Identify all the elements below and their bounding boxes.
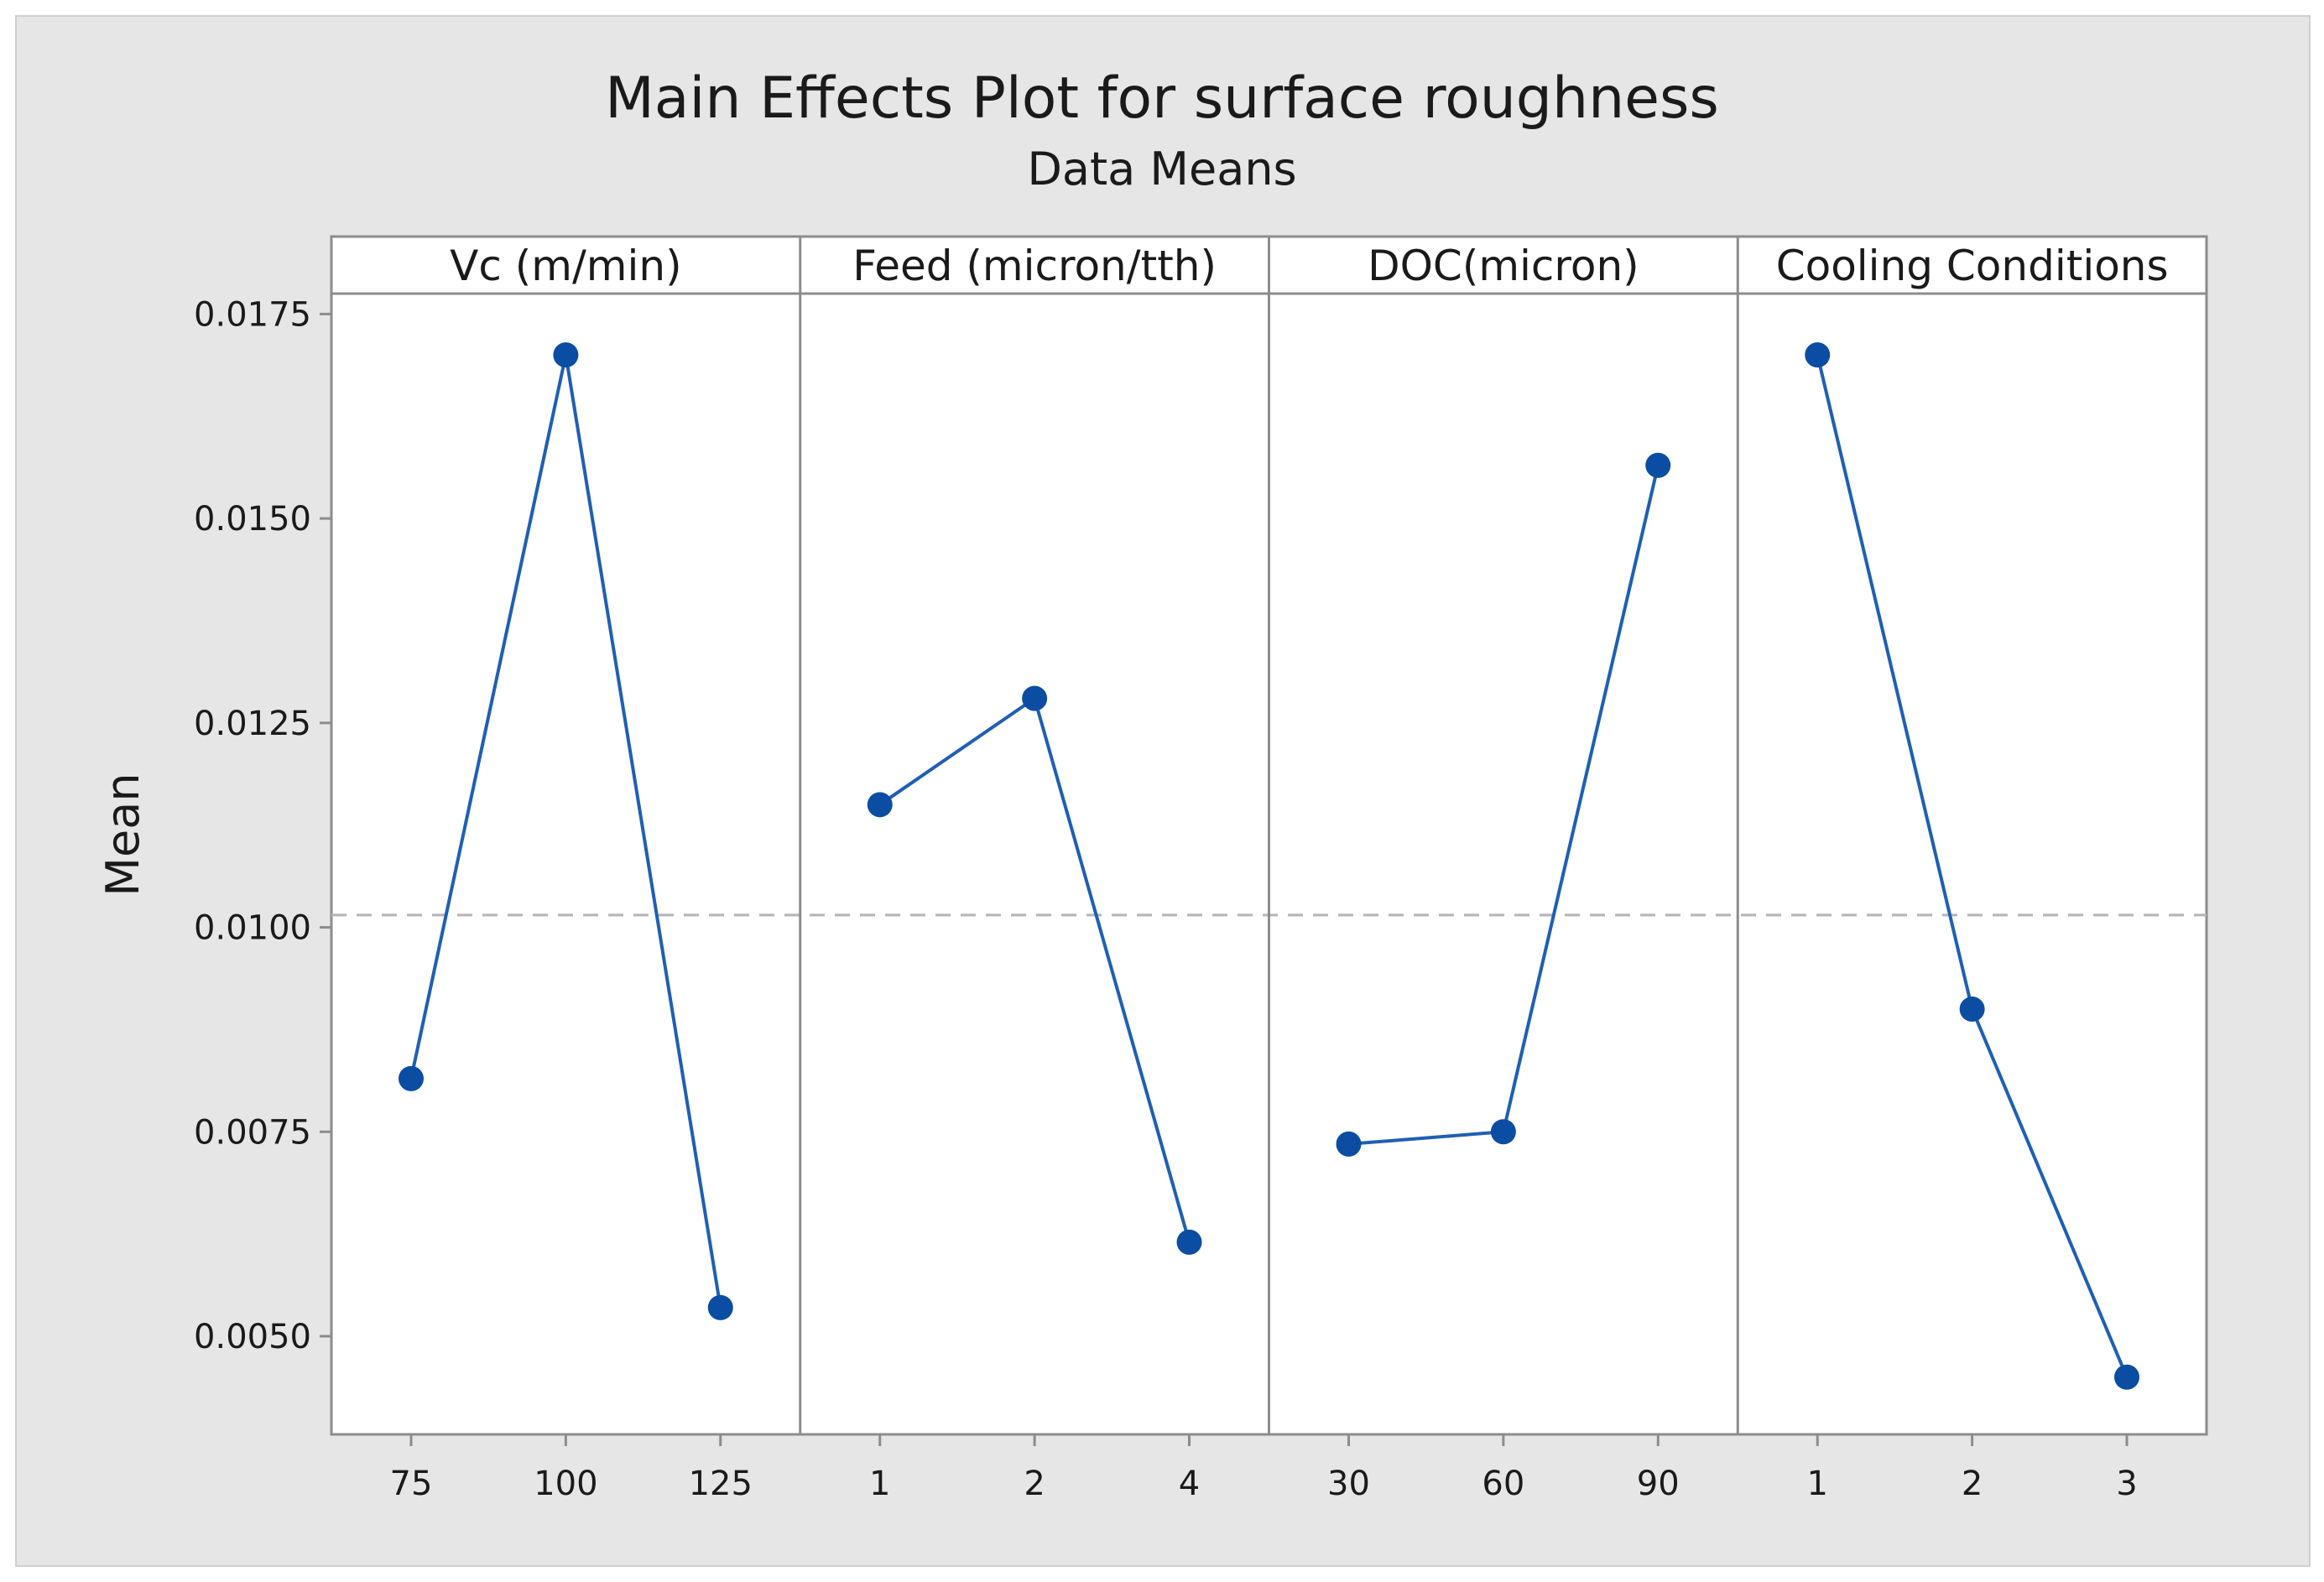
y-tick-label: 0.0050 [194, 1318, 311, 1356]
panel-title: Feed (micron/tth) [852, 242, 1217, 290]
x-tick-label: 2 [1962, 1465, 1983, 1503]
y-axis-label: Mean [96, 773, 149, 896]
x-tick-label: 30 [1327, 1465, 1370, 1503]
x-tick-label: 1 [869, 1465, 890, 1503]
panel-title: Vc (m/min) [450, 242, 681, 290]
x-tick-label: 4 [1179, 1465, 1200, 1503]
x-tick-label: 2 [1024, 1465, 1045, 1503]
x-tick-label: 125 [689, 1465, 753, 1503]
plot-layer: 0.0050 0.0075 0.0100 0.0125 0.0150 0.0175 Vc (… [194, 235, 2208, 1503]
x-tick-label: 75 [390, 1465, 433, 1503]
data-point [1645, 452, 1671, 478]
y-tick-label: 0.0125 [194, 705, 311, 743]
data-point [2114, 1364, 2139, 1390]
y-tick-label: 0.0075 [194, 1113, 311, 1152]
data-point [1490, 1119, 1516, 1145]
panel-title: Cooling Conditions [1776, 242, 2169, 290]
data-point [553, 342, 579, 368]
x-tick-label: 1 [1807, 1465, 1828, 1503]
y-tick-label: 0.0150 [194, 500, 311, 539]
data-point [707, 1294, 733, 1320]
chart-subtitle: Data Means [1027, 143, 1296, 195]
panel-title: DOC(micron) [1368, 242, 1639, 290]
x-tick-label: 90 [1637, 1465, 1680, 1503]
y-tick-label: 0.0175 [194, 295, 311, 334]
data-point [1336, 1131, 1362, 1157]
data-point [1959, 997, 1985, 1023]
x-tick-label: 60 [1482, 1465, 1524, 1503]
chart-title: Main Effects Plot for surface roughness [605, 65, 1719, 132]
data-point [399, 1065, 424, 1091]
data-point [1022, 685, 1048, 711]
data-point [1805, 342, 1831, 368]
y-tick-label: 0.0100 [194, 909, 311, 948]
x-tick-label: 100 [534, 1465, 597, 1503]
data-point [1176, 1229, 1202, 1255]
x-tick-label: 3 [2116, 1465, 2137, 1503]
data-point [867, 792, 893, 818]
